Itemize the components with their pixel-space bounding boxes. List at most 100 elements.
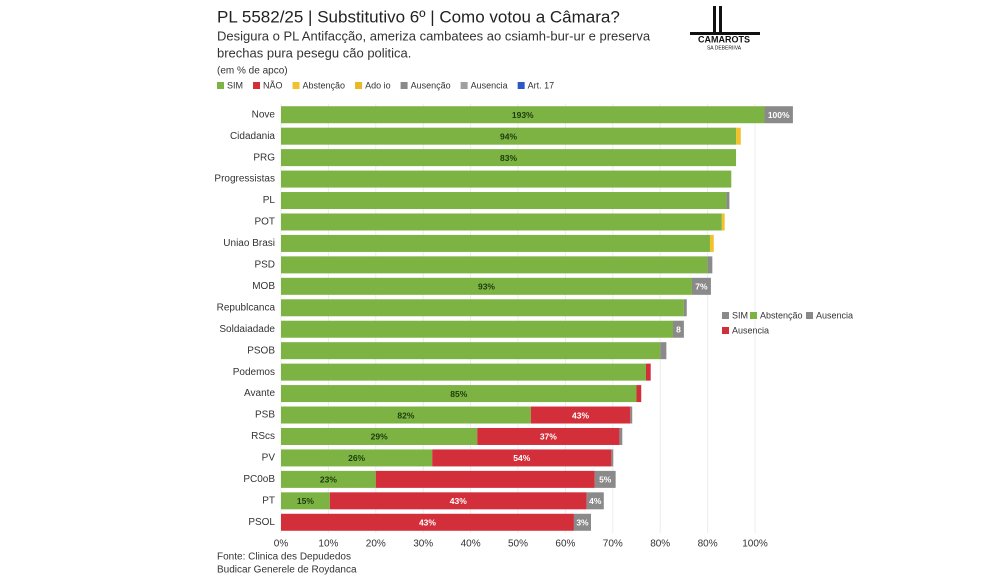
data-label: 100% (768, 110, 790, 120)
bar-segment (329, 492, 587, 510)
y-tick-label: PRG (253, 152, 275, 163)
y-tick-label: Soldaiadade (219, 324, 275, 335)
bar-segment (636, 385, 642, 403)
bar-segment (281, 470, 376, 488)
bar-segment (611, 449, 614, 467)
x-tick-label: 10% (318, 539, 338, 550)
y-tick-label: Republcanca (217, 302, 276, 313)
bar-segment (281, 492, 330, 510)
legend-swatch (460, 82, 468, 89)
data-label: 193% (512, 110, 534, 120)
x-tick-label: 0% (274, 539, 289, 550)
bar-segment (281, 299, 684, 317)
data-label: 82% (397, 410, 414, 420)
bar-segment (281, 385, 637, 403)
side-legend-label: Abstenção (760, 310, 803, 320)
side-legend-swatch (722, 327, 729, 334)
x-tick-label: 30% (413, 539, 433, 550)
bar-segment (709, 234, 714, 252)
source: Fonte: Clinica des Depudedos (217, 552, 351, 563)
bar-segment (281, 277, 692, 295)
x-tick-label: 80% (698, 539, 718, 550)
side-legend-swatch (806, 312, 813, 319)
legend-swatch (400, 82, 408, 89)
bar-segment (281, 170, 732, 188)
data-label: 43% (419, 518, 436, 528)
data-label: 29% (371, 432, 388, 442)
data-label: 3% (576, 518, 589, 528)
y-tick-label: PSOL (248, 517, 275, 528)
x-tick-label: 60% (555, 539, 575, 550)
source: Budicar Generele de Roydanca (217, 565, 357, 576)
unit-label: (em % de apco) (217, 66, 288, 77)
data-label: 7% (695, 282, 708, 292)
bar-segment (281, 449, 433, 467)
x-tick-label: 50% (508, 539, 528, 550)
bar-segment (721, 213, 725, 231)
side-legend-label: SIM (732, 310, 748, 320)
legend-label: NÃO (263, 80, 283, 90)
logo-bar (719, 6, 722, 34)
y-tick-label: Cidadania (230, 131, 275, 142)
bar-segment (691, 277, 711, 295)
bar-segment (281, 513, 574, 531)
data-label: 85% (450, 389, 467, 399)
bar-segment (672, 320, 684, 338)
y-tick-label: RScs (251, 431, 275, 442)
bar-segment (736, 127, 741, 145)
bar-segment (619, 427, 623, 445)
data-label: 43% (450, 496, 467, 506)
data-label: 15% (297, 496, 314, 506)
side-legend-swatch (750, 312, 757, 319)
subtitle-line: Desigura o PL Antifacção, ameriza cambat… (217, 28, 651, 43)
y-tick-label: PSD (254, 260, 275, 271)
bar-segment (281, 427, 478, 445)
bar-segment (281, 192, 727, 210)
legend-swatch (253, 82, 261, 89)
y-tick-label: Avante (244, 388, 275, 399)
bar-segment (660, 342, 667, 360)
data-label: 43% (572, 410, 589, 420)
x-tick-label: 70% (603, 539, 623, 550)
bar-segment (281, 406, 531, 424)
data-label: 83% (500, 153, 517, 163)
data-label: 8 (676, 324, 681, 334)
bar-segment (281, 127, 737, 145)
legend-label: SIM (227, 80, 243, 90)
data-label: 23% (320, 475, 337, 485)
y-tick-label: Podemos (233, 367, 275, 378)
y-tick-label: PV (262, 453, 276, 464)
y-tick-label: PSOB (247, 345, 275, 356)
data-label: 94% (500, 131, 517, 141)
bar-segment (683, 299, 687, 317)
chart-title: PL 5582/25 | Substitutivo 6º | Como voto… (217, 7, 620, 26)
bar-segment (281, 213, 722, 231)
legend-label: Ausencia (471, 80, 508, 90)
bar-segment (530, 406, 631, 424)
bar-segment (281, 149, 737, 167)
bar-segment (432, 449, 612, 467)
legend-swatch (517, 82, 525, 89)
x-tick-label: 100% (742, 539, 768, 550)
bar-segment (573, 513, 591, 531)
logo-text: CAMAROTS (698, 34, 750, 44)
side-legend-swatch (722, 312, 729, 319)
y-tick-label: Nove (252, 109, 276, 120)
bar-segment (281, 320, 673, 338)
logo-base (690, 32, 760, 35)
x-tick-label: 80% (650, 539, 670, 550)
legend-swatch (292, 82, 300, 89)
data-label: 5% (599, 475, 612, 485)
data-label: 26% (348, 453, 365, 463)
side-legend-label: Ausencia (732, 325, 769, 335)
bar-segment (281, 256, 708, 274)
bar-segment (375, 470, 595, 488)
legend-label: Abstenção (303, 80, 346, 90)
bar-segment (764, 106, 793, 124)
subtitle-line: brechas pura pesegu cão politica. (217, 45, 411, 60)
y-tick-label: Progressistas (214, 174, 275, 185)
bar-segment (281, 106, 765, 124)
legend-swatch (355, 82, 363, 89)
legend-swatch (217, 82, 224, 89)
data-label: 4% (589, 496, 602, 506)
